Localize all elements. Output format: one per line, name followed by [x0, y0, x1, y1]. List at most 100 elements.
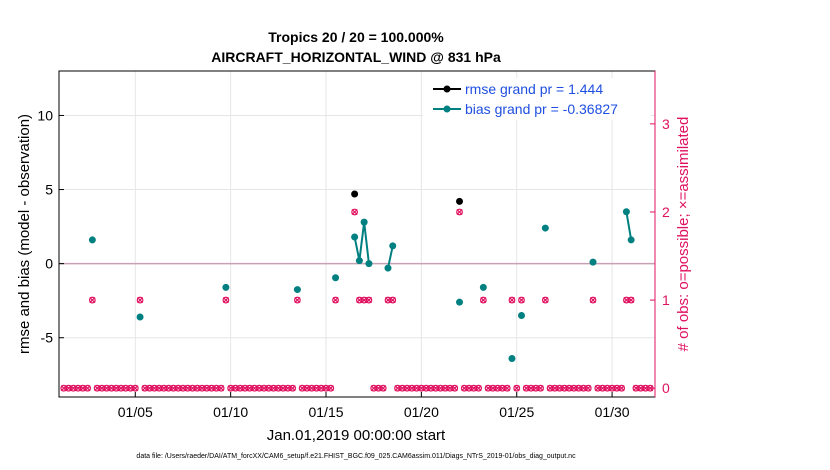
obs-assimilated-marker — [265, 385, 272, 392]
legend-box — [423, 78, 651, 120]
obs-assimilated-marker — [294, 297, 301, 304]
x-tick-label: 01/30 — [595, 404, 630, 420]
obs-possible-marker — [570, 384, 578, 392]
obs-possible-marker — [613, 384, 621, 392]
obs-possible-marker — [88, 296, 96, 304]
obs-assimilated-marker — [237, 385, 244, 392]
obs-assimilated-marker — [189, 385, 196, 392]
obs-assimilated-marker — [160, 385, 167, 392]
obs-possible-marker — [184, 384, 192, 392]
obs-assimilated-marker — [194, 385, 201, 392]
obs-assimilated-marker — [532, 385, 539, 392]
obs-assimilated-marker — [108, 385, 115, 392]
obs-assimilated-marker — [475, 385, 482, 392]
legend-rmse-label: rmse grand pr = 1.444 — [465, 81, 603, 97]
bias-point — [355, 257, 363, 265]
obs-possible-marker — [565, 384, 573, 392]
obs-assimilated-marker — [537, 385, 544, 392]
obs-assimilated-marker — [303, 385, 310, 392]
obs-possible-marker — [389, 296, 397, 304]
rmse-point — [351, 190, 359, 198]
obs-assimilated-marker — [356, 297, 363, 304]
obs-assimilated-marker — [508, 297, 515, 304]
obs-assimilated-marker — [561, 385, 568, 392]
obs-possible-marker — [637, 384, 645, 392]
obs-possible-marker — [351, 208, 359, 216]
obs-assimilated-marker — [499, 385, 506, 392]
obs-assimilated-marker — [84, 385, 91, 392]
obs-assimilated-marker — [284, 385, 291, 392]
obs-possible-marker — [398, 384, 406, 392]
obs-assimilated-marker — [451, 385, 458, 392]
obs-possible-marker — [117, 384, 125, 392]
obs-possible-marker — [599, 384, 606, 392]
obs-possible-marker — [475, 384, 482, 392]
obs-possible-marker — [227, 384, 235, 392]
obs-possible-marker — [146, 384, 153, 392]
y-tick-label-right: 1 — [662, 292, 670, 308]
obs-possible-marker — [508, 296, 516, 304]
obs-assimilated-marker — [637, 385, 644, 392]
obs-assimilated-marker — [208, 385, 215, 392]
obs-possible-marker — [179, 384, 187, 392]
obs-possible-marker — [232, 384, 239, 392]
bias-point — [627, 236, 635, 244]
y-tick-label-right: 0 — [662, 380, 670, 396]
obs-possible-marker — [313, 384, 320, 392]
bias-point — [508, 354, 516, 362]
obs-assimilated-marker — [632, 385, 639, 392]
y-tick-label-left: -5 — [41, 330, 54, 346]
obs-assimilated-marker — [466, 385, 473, 392]
obs-possible-marker — [274, 384, 282, 392]
obs-possible-marker — [98, 384, 106, 392]
obs-possible-marker — [413, 384, 421, 392]
obs-assimilated-marker — [117, 385, 125, 392]
obs-assimilated-marker — [75, 385, 82, 392]
obs-possible-marker — [518, 296, 525, 304]
legend: rmse grand pr = 1.444 bias grand pr = -0… — [423, 78, 651, 120]
bias-point — [456, 298, 464, 306]
obs-assimilated-marker — [318, 385, 325, 392]
obs-possible-marker — [370, 384, 378, 392]
obs-assimilated-marker — [222, 297, 229, 304]
obs-assimilated-marker — [399, 385, 406, 392]
bias-point — [332, 274, 340, 282]
obs-possible-marker — [65, 384, 72, 392]
obs-assimilated-marker — [122, 385, 129, 392]
obs-possible-marker — [499, 384, 506, 392]
obs-assimilated-marker — [504, 385, 511, 392]
obs-assimilated-marker — [427, 385, 434, 392]
obs-possible-marker — [360, 296, 368, 304]
obs-assimilated-marker — [103, 385, 110, 392]
bias-point — [541, 224, 549, 232]
obs-assimilated-marker — [327, 385, 334, 392]
obs-assimilated-marker — [141, 385, 148, 392]
obs-assimilated-marker — [65, 385, 72, 392]
obs-possible-marker — [494, 384, 502, 392]
obs-possible-marker — [632, 384, 640, 392]
obs-assimilated-marker — [299, 385, 306, 392]
obs-possible-marker — [441, 384, 449, 392]
bias-line-segment — [387, 245, 394, 269]
rmse-series — [351, 190, 464, 205]
obs-possible-marker — [251, 384, 258, 392]
obs-possible-marker — [160, 384, 168, 392]
obs-assimilated-marker — [156, 385, 163, 392]
obs-possible-marker — [465, 384, 473, 392]
obs-assimilated-marker — [585, 385, 592, 392]
obs-assimilated-marker — [589, 297, 597, 304]
bias-point — [293, 286, 301, 294]
obs-possible-marker — [255, 384, 263, 392]
obs-assimilated-marker — [313, 385, 320, 392]
chart-title-line1: Tropics 20 / 20 = 100.000% — [268, 29, 444, 45]
bias-point — [479, 283, 487, 291]
obs-possible-marker — [379, 384, 387, 392]
obs-assimilated-marker — [413, 385, 420, 392]
bias-line-segment — [625, 211, 633, 241]
obs-possible-marker — [122, 384, 130, 392]
obs-possible-marker — [489, 384, 497, 392]
obs-assimilated-marker — [227, 385, 234, 392]
x-tick-label: 01/20 — [404, 404, 439, 420]
obs-assimilated-marker — [184, 385, 191, 392]
obs-possible-marker — [165, 384, 173, 392]
